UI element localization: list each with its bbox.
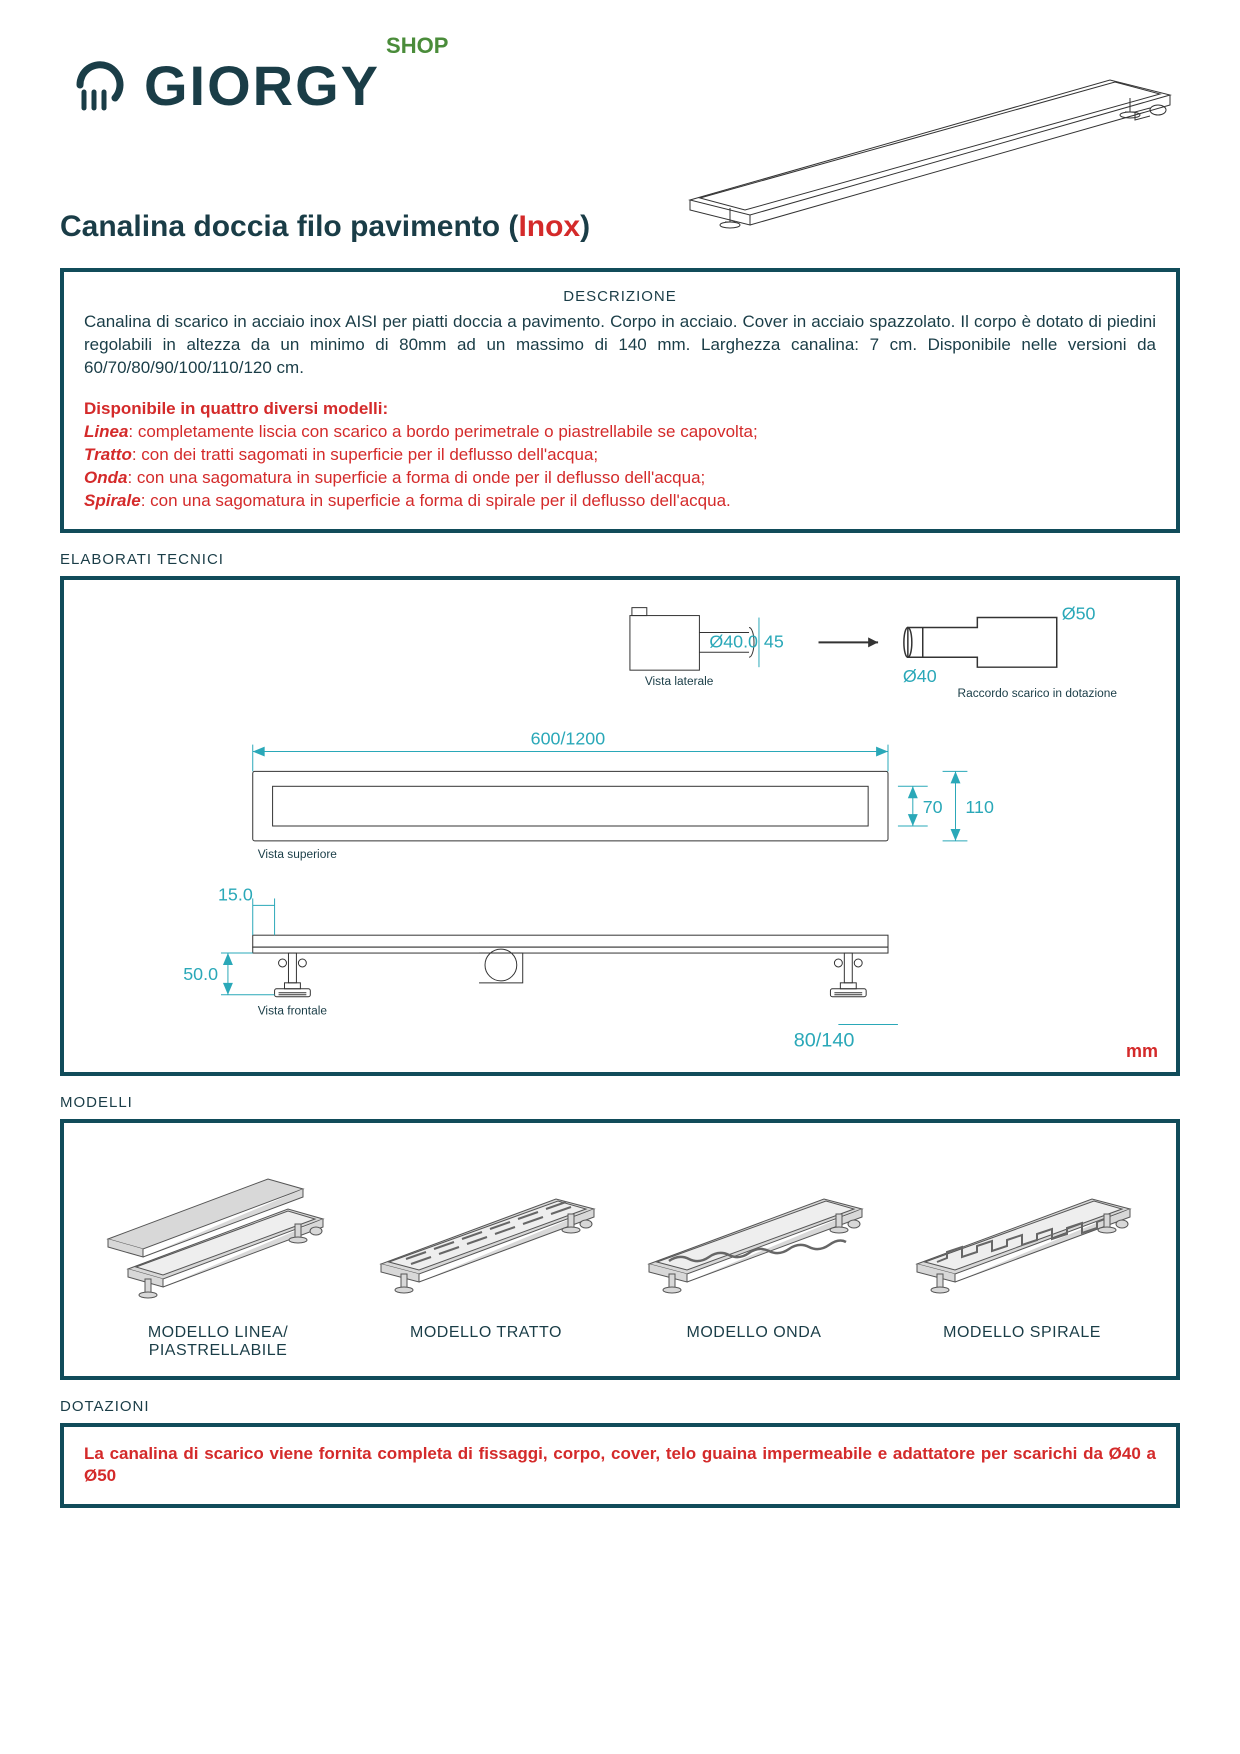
logo-suffix: SHOP xyxy=(386,33,448,58)
logo: GIORGYSHOP xyxy=(60,50,448,120)
svg-text:Vista laterale: Vista laterale xyxy=(645,674,714,688)
model-label-linea-1: MODELLO LINEA/ xyxy=(84,1324,352,1342)
model-line-linea: Linea: completamente liscia con scarico … xyxy=(84,421,1156,444)
model-line-tratto: Tratto: con dei tratti sagomati in super… xyxy=(84,444,1156,467)
svg-text:Ø50: Ø50 xyxy=(1062,603,1096,623)
technical-drawing-svg: Ø40.0 45 Vista laterale Ø40 Ø50 Raccordo… xyxy=(84,596,1156,1056)
model-line-spirale: Spirale: con una sagomatura in superfici… xyxy=(84,490,1156,513)
technical-drawings-box: Ø40.0 45 Vista laterale Ø40 Ø50 Raccordo… xyxy=(60,576,1180,1076)
supply-text: La canalina di scarico viene fornita com… xyxy=(84,1443,1156,1489)
supply-box: La canalina di scarico viene fornita com… xyxy=(60,1423,1180,1509)
description-heading: DESCRIZIONE xyxy=(84,288,1156,305)
model-label-linea-2: PIASTRELLABILE xyxy=(84,1342,352,1360)
unit-label: mm xyxy=(1126,1041,1158,1062)
svg-text:50.0: 50.0 xyxy=(183,963,218,983)
title-pre: Canalina doccia filo pavimento ( xyxy=(60,210,518,243)
model-tratto-drawing xyxy=(352,1139,620,1319)
svg-text:Ø40.0: Ø40.0 xyxy=(709,631,758,651)
model-line-onda: Onda: con una sagomatura in superficie a… xyxy=(84,467,1156,490)
tech-section-heading: ELABORATI TECNICI xyxy=(60,551,1180,568)
svg-text:80/140: 80/140 xyxy=(794,1029,855,1051)
description-body: Canalina di scarico in acciaio inox AISI… xyxy=(84,311,1156,380)
logo-brand: GIORGY xyxy=(144,54,380,117)
model-linea-drawing xyxy=(84,1139,352,1319)
svg-text:110: 110 xyxy=(965,797,994,817)
hero-product-drawing xyxy=(660,50,1180,230)
model-onda-drawing xyxy=(620,1139,888,1319)
models-section-heading: MODELLI xyxy=(60,1094,1180,1111)
model-cell-tratto: MODELLO TRATTO xyxy=(352,1139,620,1360)
svg-text:70: 70 xyxy=(923,797,943,817)
svg-text:600/1200: 600/1200 xyxy=(531,728,606,748)
model-cell-spirale: MODELLO SPIRALE xyxy=(888,1139,1156,1360)
svg-text:Ø40: Ø40 xyxy=(903,666,937,686)
model-label-tratto: MODELLO TRATTO xyxy=(352,1324,620,1342)
models-intro: Disponibile in quattro diversi modelli: xyxy=(84,398,1156,421)
model-spirale-drawing xyxy=(888,1139,1156,1319)
models-row: MODELLO LINEA/ PIASTRELLABILE xyxy=(84,1139,1156,1360)
header-row: GIORGYSHOP xyxy=(60,50,1180,230)
models-box: MODELLO LINEA/ PIASTRELLABILE xyxy=(60,1119,1180,1380)
logo-icon xyxy=(60,50,130,120)
svg-text:Vista superiore: Vista superiore xyxy=(258,846,338,860)
model-cell-linea: MODELLO LINEA/ PIASTRELLABILE xyxy=(84,1139,352,1360)
model-label-spirale: MODELLO SPIRALE xyxy=(888,1324,1156,1342)
supply-section-heading: DOTAZIONI xyxy=(60,1398,1180,1415)
description-box: DESCRIZIONE Canalina di scarico in accia… xyxy=(60,268,1180,533)
title-material: Inox xyxy=(518,210,580,243)
svg-text:Raccordo scarico in dotazione: Raccordo scarico in dotazione xyxy=(957,685,1117,699)
svg-text:45: 45 xyxy=(764,631,784,651)
title-post: ) xyxy=(580,210,590,243)
svg-text:Vista frontale: Vista frontale xyxy=(258,1003,328,1017)
model-cell-onda: MODELLO ONDA xyxy=(620,1139,888,1360)
model-label-onda: MODELLO ONDA xyxy=(620,1324,888,1342)
svg-text:15.0: 15.0 xyxy=(218,884,253,904)
